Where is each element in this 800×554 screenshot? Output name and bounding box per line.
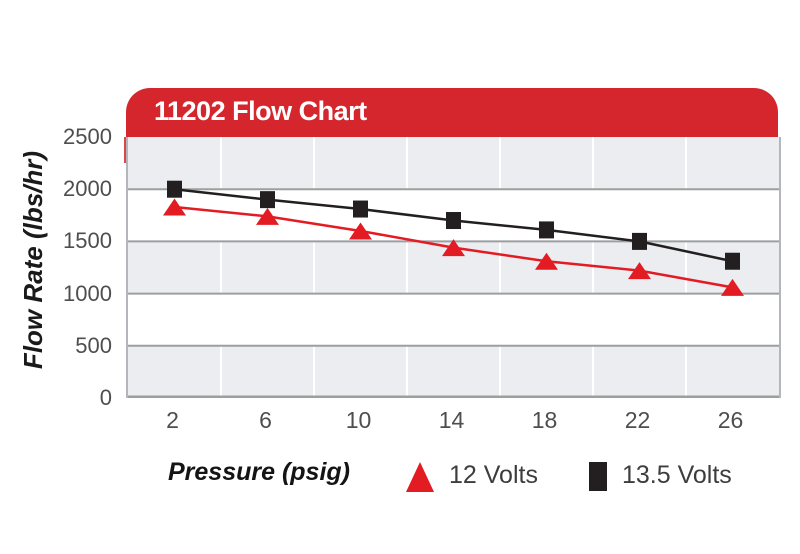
banner-left-edge-accent (124, 137, 127, 163)
data-point-marker (725, 252, 740, 270)
square-marker-icon (589, 461, 607, 491)
x-tick-label: 18 (531, 407, 558, 433)
plot-band (128, 293, 779, 346)
y-tick-label: 0 (99, 385, 112, 410)
legend-label: 13.5 Volts (622, 460, 732, 489)
y-tick-label: 500 (75, 332, 112, 358)
chart-title-banner: 11202 Flow Chart (126, 88, 778, 137)
data-point-marker (721, 278, 744, 296)
data-point-marker (260, 191, 275, 209)
data-point-marker (256, 207, 279, 225)
chart-title: 11202 Flow Chart (154, 96, 367, 126)
data-point-marker (349, 222, 372, 240)
data-point-marker (628, 262, 651, 280)
x-tick-label: 22 (624, 407, 651, 433)
legend-item: 12 Volts (406, 452, 538, 498)
x-tick-label: 14 (438, 407, 465, 433)
data-point-marker (163, 198, 186, 216)
data-point-marker (446, 212, 461, 230)
plot-band (128, 345, 779, 398)
y-tick-label: 1000 (63, 280, 112, 306)
triangle-marker-icon (406, 462, 434, 492)
x-axis-title: Pressure (psig) (168, 458, 351, 486)
x-tick-label: 26 (717, 407, 744, 433)
legend-label: 12 Volts (449, 460, 538, 489)
legend-row: Pressure (psig) 12 Volts 13.5 Volts (0, 452, 800, 498)
x-tick-label: 6 (259, 407, 272, 433)
data-point-marker (539, 221, 554, 239)
y-tick-label: 1500 (63, 228, 112, 254)
plot-area (126, 137, 781, 398)
data-point-marker (535, 252, 558, 270)
plot-band (128, 137, 779, 190)
y-tick-label: 2500 (63, 124, 112, 149)
legend-item: 13.5 Volts (589, 452, 732, 498)
data-point-marker (442, 239, 465, 257)
data-point-marker (353, 200, 368, 218)
y-tick-label: 2000 (63, 176, 112, 202)
x-tick-label: 2 (166, 407, 179, 433)
chart-canvas (128, 137, 779, 398)
data-point-marker (632, 232, 647, 250)
data-point-marker (167, 180, 182, 198)
x-tick-label: 10 (345, 407, 372, 433)
